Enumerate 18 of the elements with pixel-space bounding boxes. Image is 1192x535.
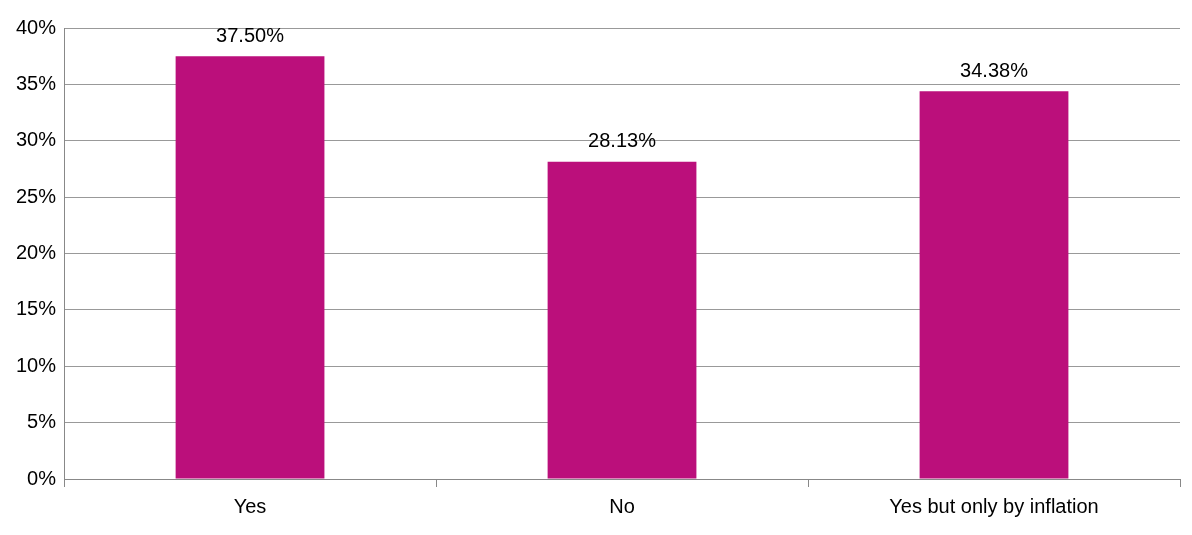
y-tick-label: 15% — [16, 297, 57, 320]
y-tick-label: 30% — [16, 128, 57, 151]
data-label: 37.50% — [216, 23, 285, 46]
y-tick-label: 5% — [27, 410, 57, 433]
x-tick-label: Yes — [233, 494, 267, 517]
data-label: 34.38% — [960, 58, 1029, 81]
bar — [175, 56, 325, 479]
y-tick-label: 40% — [16, 15, 57, 38]
bar — [919, 91, 1069, 479]
y-tick-label: 0% — [27, 466, 57, 489]
data-label: 28.13% — [588, 129, 657, 152]
y-tick-label: 10% — [16, 353, 57, 376]
x-tick-label: No — [609, 494, 635, 517]
y-tick-label: 20% — [16, 241, 57, 264]
y-tick-label: 25% — [16, 184, 57, 207]
bar — [547, 161, 697, 479]
y-tick-label: 35% — [16, 71, 57, 94]
x-tick-label: Yes but only by inflation — [889, 494, 1099, 517]
